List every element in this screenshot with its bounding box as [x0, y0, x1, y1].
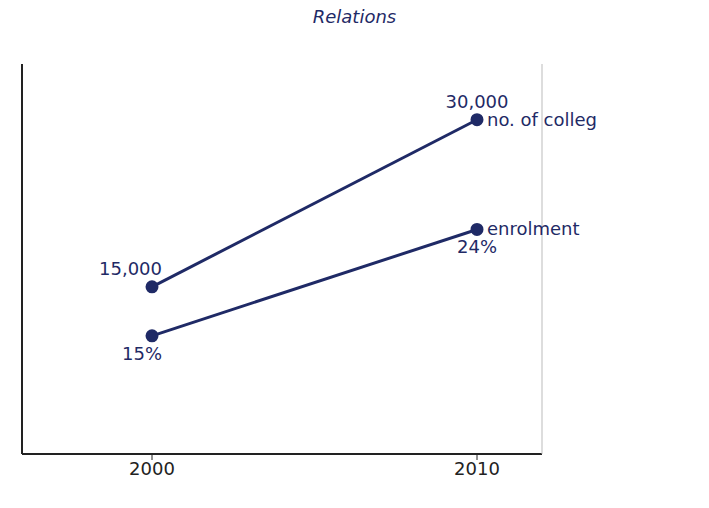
- svg-text:2000: 2000: [129, 458, 175, 479]
- svg-text:enrolment: enrolment: [487, 218, 580, 239]
- html-text:Relations: Relations: [312, 6, 397, 27]
- svg-text:15%: 15%: [122, 343, 162, 364]
- svg-text:30,000: 30,000: [445, 90, 509, 112]
- svg-text:no. of colleg: no. of colleg: [487, 109, 597, 130]
- svg-text:2010: 2010: [454, 458, 500, 479]
- svg-text:15,000: 15,000: [99, 258, 162, 279]
- svg-text:24%: 24%: [457, 236, 497, 257]
